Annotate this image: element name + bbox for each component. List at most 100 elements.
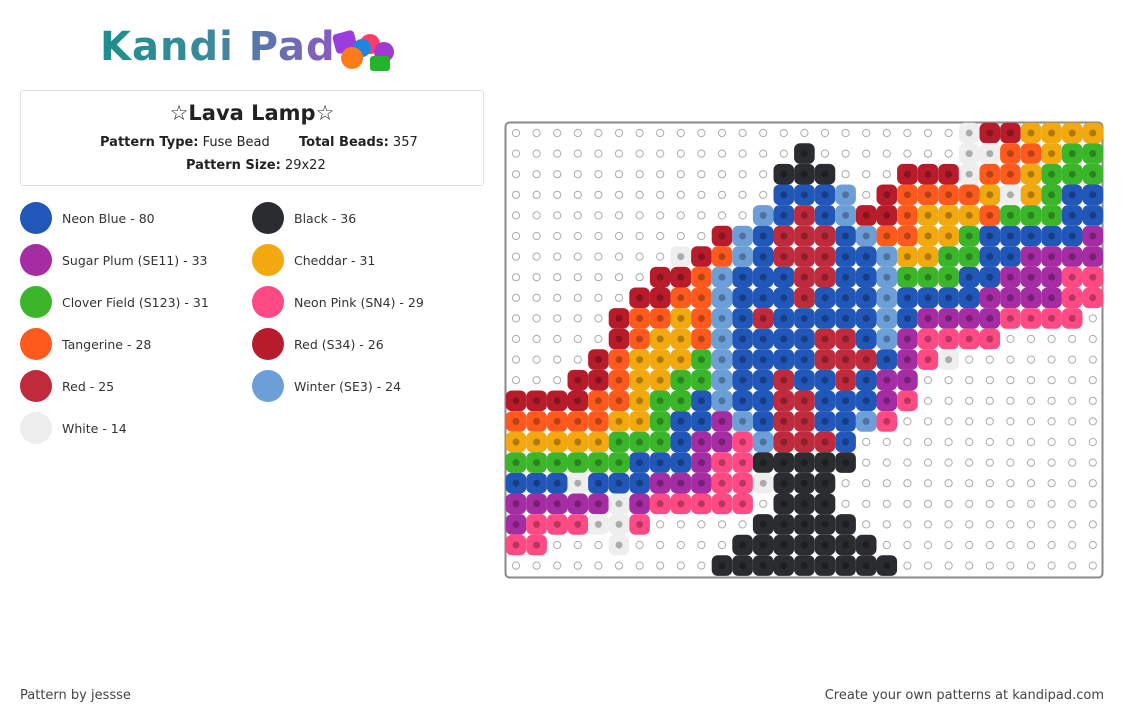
bead (938, 246, 959, 267)
bead (629, 514, 650, 535)
bead (917, 308, 939, 329)
bead-hole (533, 438, 541, 446)
bead (835, 205, 856, 226)
peg (717, 520, 727, 529)
peg (614, 252, 624, 261)
bead (691, 369, 712, 391)
bead (608, 472, 630, 494)
peg (511, 273, 521, 282)
bead-hole (1006, 129, 1014, 137)
bead-hole (636, 520, 644, 528)
bead-hole (780, 314, 788, 322)
bead (1000, 225, 1021, 247)
bead-hole (718, 314, 726, 322)
bead (608, 452, 630, 473)
bead (588, 411, 609, 432)
bead (876, 369, 898, 391)
bead (752, 205, 774, 226)
bead (691, 246, 712, 267)
peg (1026, 376, 1036, 385)
bead-hole (739, 438, 747, 446)
peg (1047, 458, 1056, 467)
bead (732, 266, 753, 288)
bead (897, 308, 918, 329)
bead (546, 390, 568, 412)
bead (732, 328, 753, 350)
peg (965, 520, 974, 529)
peg (903, 561, 912, 570)
bead (649, 411, 671, 432)
peg (511, 231, 521, 241)
peg (553, 561, 562, 570)
bead (588, 493, 609, 515)
bead (897, 390, 918, 412)
peg (573, 190, 582, 199)
bead (629, 493, 650, 515)
bead (979, 122, 1001, 144)
bead (1041, 266, 1062, 288)
bead (1000, 184, 1021, 206)
peg (1068, 561, 1077, 570)
bead (670, 472, 692, 494)
bead (711, 431, 733, 453)
bead (588, 349, 609, 370)
bead-hole (842, 232, 850, 240)
bead (835, 534, 856, 556)
value: 29x22 (284, 158, 326, 173)
bead-hole (553, 520, 561, 528)
peg (903, 458, 912, 467)
bead-hole (718, 232, 726, 240)
bead-hole (594, 356, 602, 364)
bead-hole (883, 562, 891, 570)
bead (711, 390, 733, 412)
bead (526, 390, 547, 412)
bead-hole (821, 232, 829, 240)
bead-hole (1027, 191, 1035, 199)
bead-hole (862, 376, 870, 384)
bead (794, 472, 815, 494)
bead (629, 349, 650, 370)
bead-hole (800, 273, 808, 281)
bead (773, 555, 795, 576)
bead-hole (965, 170, 973, 178)
bead (670, 266, 692, 288)
bead (979, 308, 1001, 329)
bead-hole (1048, 211, 1056, 219)
bead-hole (821, 500, 829, 508)
bead-hole (842, 562, 850, 570)
bead (608, 390, 630, 412)
peg (965, 458, 974, 467)
bead-hole (862, 562, 870, 570)
bead-hole (780, 562, 788, 570)
peg (573, 561, 582, 570)
bead-hole (1048, 294, 1056, 302)
bead (814, 246, 836, 267)
promo[interactable]: Create your own patterns at kandipad.com (824, 688, 1104, 703)
bead (897, 328, 918, 350)
peg (511, 314, 521, 323)
swatch (252, 286, 284, 318)
bead (1020, 122, 1042, 144)
pattern-title: ☆Lava Lamp☆ (169, 101, 335, 125)
bead-hole (821, 520, 829, 528)
bead (752, 452, 774, 473)
bead-hole (574, 520, 582, 528)
bead (814, 493, 836, 515)
peg (532, 376, 541, 385)
logo[interactable]: Kandi Pad (100, 24, 336, 70)
bead (773, 411, 795, 432)
peg (965, 376, 974, 385)
bead (649, 493, 671, 515)
bead-hole (780, 335, 788, 343)
peg (1006, 561, 1015, 570)
bead (835, 349, 856, 370)
bead-hole (677, 417, 685, 425)
bead (732, 225, 753, 247)
bead-hole (862, 314, 870, 322)
bead (855, 308, 877, 329)
peg (903, 479, 912, 488)
bead-hole (739, 273, 747, 281)
peg (656, 561, 665, 570)
bead-hole (553, 500, 561, 508)
bead-hole (780, 500, 788, 508)
